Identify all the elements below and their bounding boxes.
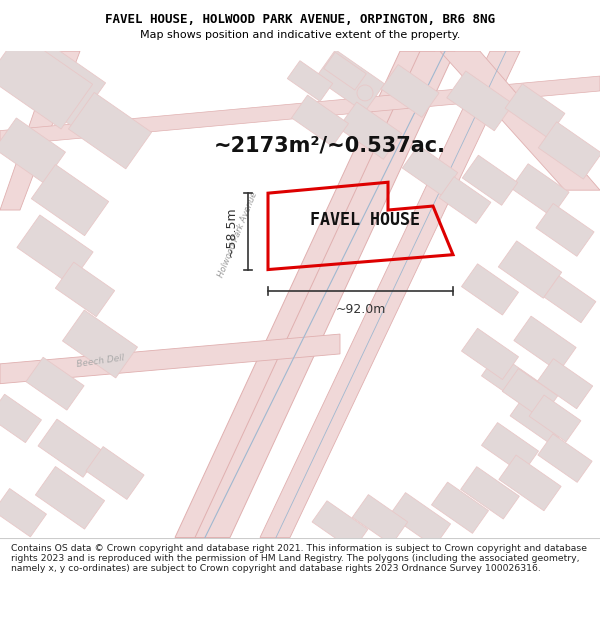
Polygon shape bbox=[195, 51, 455, 538]
Polygon shape bbox=[55, 262, 115, 317]
Polygon shape bbox=[481, 353, 539, 404]
Polygon shape bbox=[62, 310, 137, 378]
Text: FAVEL HOUSE: FAVEL HOUSE bbox=[310, 211, 420, 229]
Polygon shape bbox=[324, 52, 366, 90]
Polygon shape bbox=[175, 51, 435, 538]
Polygon shape bbox=[86, 447, 144, 499]
Polygon shape bbox=[26, 357, 84, 410]
Text: ~2173m²/~0.537ac.: ~2173m²/~0.537ac. bbox=[214, 136, 446, 156]
Polygon shape bbox=[502, 369, 557, 419]
Polygon shape bbox=[529, 395, 581, 442]
Polygon shape bbox=[499, 455, 561, 511]
Polygon shape bbox=[389, 492, 451, 547]
Polygon shape bbox=[498, 241, 562, 298]
Text: ~92.0m: ~92.0m bbox=[335, 303, 386, 316]
Polygon shape bbox=[31, 164, 109, 236]
Polygon shape bbox=[287, 61, 332, 101]
Polygon shape bbox=[538, 359, 593, 409]
Polygon shape bbox=[536, 204, 594, 256]
Polygon shape bbox=[505, 84, 565, 138]
Polygon shape bbox=[338, 102, 402, 159]
Polygon shape bbox=[38, 419, 102, 478]
Polygon shape bbox=[292, 95, 349, 146]
Polygon shape bbox=[35, 466, 104, 529]
Polygon shape bbox=[431, 482, 488, 533]
Polygon shape bbox=[403, 145, 458, 196]
Polygon shape bbox=[0, 489, 46, 537]
Polygon shape bbox=[352, 494, 407, 544]
Polygon shape bbox=[0, 394, 41, 442]
Text: Beech Dell: Beech Dell bbox=[76, 353, 124, 369]
Polygon shape bbox=[68, 92, 152, 169]
Polygon shape bbox=[544, 276, 596, 322]
Polygon shape bbox=[463, 155, 518, 205]
Text: Map shows position and indicative extent of the property.: Map shows position and indicative extent… bbox=[140, 30, 460, 40]
Polygon shape bbox=[538, 122, 600, 179]
Polygon shape bbox=[312, 501, 368, 551]
Polygon shape bbox=[439, 177, 491, 224]
Polygon shape bbox=[0, 76, 600, 146]
Polygon shape bbox=[461, 328, 518, 379]
Polygon shape bbox=[381, 64, 439, 118]
Polygon shape bbox=[510, 391, 570, 446]
Polygon shape bbox=[4, 34, 106, 128]
Polygon shape bbox=[260, 51, 520, 538]
Polygon shape bbox=[0, 118, 65, 183]
Polygon shape bbox=[481, 422, 539, 474]
Text: ~58.5m: ~58.5m bbox=[225, 206, 238, 257]
Text: Contains OS data © Crown copyright and database right 2021. This information is : Contains OS data © Crown copyright and d… bbox=[11, 544, 587, 573]
Text: FAVEL HOUSE, HOLWOOD PARK AVENUE, ORPINGTON, BR6 8NG: FAVEL HOUSE, HOLWOOD PARK AVENUE, ORPING… bbox=[105, 12, 495, 26]
Polygon shape bbox=[447, 71, 513, 131]
Polygon shape bbox=[316, 50, 385, 112]
Text: Holwood Park Avenue: Holwood Park Avenue bbox=[217, 191, 259, 279]
Polygon shape bbox=[440, 51, 600, 190]
Polygon shape bbox=[461, 467, 520, 519]
Polygon shape bbox=[0, 33, 92, 129]
Circle shape bbox=[357, 85, 373, 101]
Polygon shape bbox=[17, 215, 93, 284]
Polygon shape bbox=[511, 164, 569, 217]
Polygon shape bbox=[0, 334, 340, 384]
Polygon shape bbox=[514, 316, 576, 372]
Polygon shape bbox=[538, 434, 592, 482]
Polygon shape bbox=[461, 264, 518, 315]
Polygon shape bbox=[0, 51, 80, 210]
